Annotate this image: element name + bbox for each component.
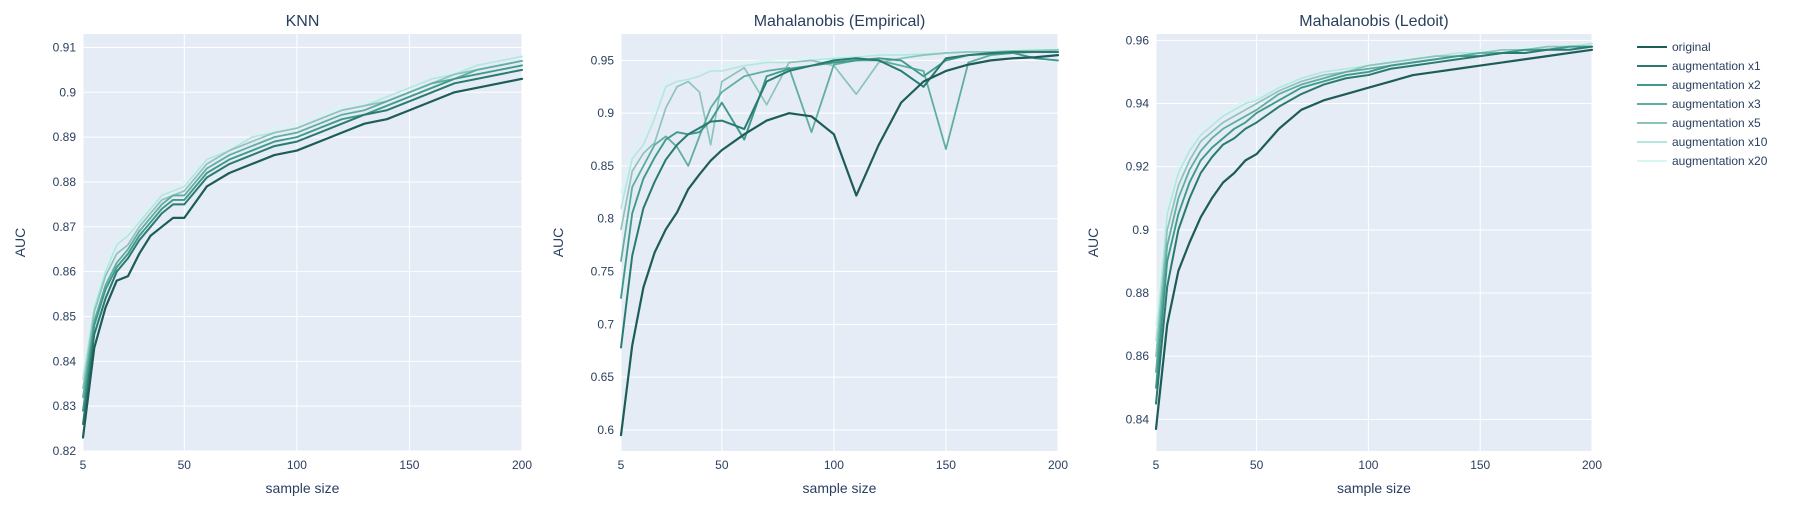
series-line-original xyxy=(619,54,1060,437)
series-line-original xyxy=(1154,48,1594,430)
series-line-augmentation-x2 xyxy=(82,64,523,412)
legend-label: augmentation x20 xyxy=(1672,154,1768,168)
legend-label: augmentation x10 xyxy=(1672,135,1768,149)
y-tick-label: 0.9 xyxy=(597,106,614,120)
x-tick-label: 50 xyxy=(178,458,192,472)
legend-label: original xyxy=(1672,40,1711,54)
legend-item-augmentation-x5[interactable]: augmentation x5 xyxy=(1637,116,1761,130)
y-tick-label: 0.9 xyxy=(59,85,76,99)
series-line-augmentation-x3 xyxy=(82,60,523,399)
y-tick-label: 0.6 xyxy=(597,423,614,437)
y-axis-title: AUC xyxy=(12,228,28,258)
series-line-augmentation-x1 xyxy=(1155,45,1593,405)
x-tick-label: 50 xyxy=(715,458,729,472)
legend-item-augmentation-x1[interactable]: augmentation x1 xyxy=(1637,59,1761,73)
x-tick-label: 200 xyxy=(1048,458,1068,472)
plot-area xyxy=(83,34,522,451)
x-tick-label: 150 xyxy=(1470,458,1490,472)
x-tick-label: 100 xyxy=(1358,458,1378,472)
y-tick-label: 0.88 xyxy=(1126,286,1150,300)
panel-title: KNN xyxy=(286,13,320,30)
series-line-augmentation-x1 xyxy=(82,68,523,426)
series-line-augmentation-x5 xyxy=(1155,45,1593,358)
x-tick-label: 50 xyxy=(1250,458,1264,472)
x-axis-title: sample size xyxy=(803,480,877,496)
y-tick-label: 0.65 xyxy=(591,370,615,384)
legend: original augmentation x1 augmentation x2 au… xyxy=(1637,40,1768,168)
chart-panel-knn: 5 50 100 150 200 0.82 0.83 0.84 0.85 0.86 0.87 0.88… xyxy=(12,13,532,496)
series-line-augmentation-x10 xyxy=(82,55,523,381)
series-line-augmentation-x1 xyxy=(620,50,1059,349)
x-tick-label: 100 xyxy=(824,458,844,472)
plot-area xyxy=(621,34,1058,451)
x-tick-label: 5 xyxy=(1153,458,1160,472)
y-tick-label: 0.8 xyxy=(597,212,614,226)
y-tick-label: 0.85 xyxy=(591,159,615,173)
legend-item-augmentation-x3[interactable]: augmentation x3 xyxy=(1637,97,1761,111)
chart-panel-mahalanobis-empirical: 5 50 100 150 200 0.6 0.65 0.7 0.75 0.8 0.85 0.9 0.95… xyxy=(550,13,1068,496)
x-tick-label: 100 xyxy=(287,458,307,472)
y-tick-label: 0.84 xyxy=(53,354,77,368)
x-tick-label: 150 xyxy=(399,458,419,472)
y-tick-label: 0.7 xyxy=(597,317,614,331)
x-tick-label: 150 xyxy=(936,458,956,472)
x-tick-label: 5 xyxy=(80,458,87,472)
panel-title: Mahalanobis (Ledoit) xyxy=(1299,13,1448,30)
y-tick-label: 0.95 xyxy=(591,53,615,67)
y-tick-label: 0.89 xyxy=(53,130,77,144)
y-axis-title: AUC xyxy=(1085,228,1101,258)
chart-panel-mahalanobis-ledoit: 5 50 100 150 200 0.84 0.86 0.88 0.9 0.92 0.94 0.96 M… xyxy=(1085,13,1602,496)
legend-label: augmentation x1 xyxy=(1672,59,1761,73)
y-tick-label: 0.82 xyxy=(53,444,77,458)
y-tick-label: 0.87 xyxy=(53,220,77,234)
legend-label: augmentation x5 xyxy=(1672,116,1761,130)
y-tick-label: 0.85 xyxy=(53,309,77,323)
series-line-original xyxy=(81,77,524,439)
series-line-augmentation-x20 xyxy=(620,47,1059,194)
panel-title: Mahalanobis (Empirical) xyxy=(754,13,926,30)
y-tick-label: 0.94 xyxy=(1126,97,1150,111)
legend-item-augmentation-x20[interactable]: augmentation x20 xyxy=(1637,154,1768,168)
y-tick-label: 0.75 xyxy=(591,265,615,279)
y-tick-label: 0.86 xyxy=(53,265,77,279)
y-tick-label: 0.83 xyxy=(53,399,77,413)
y-tick-label: 0.91 xyxy=(53,40,77,54)
y-tick-label: 0.86 xyxy=(1126,349,1150,363)
series-line-augmentation-x3 xyxy=(620,51,1059,262)
y-tick-label: 0.9 xyxy=(1132,223,1149,237)
legend-item-augmentation-x10[interactable]: augmentation x10 xyxy=(1637,135,1768,149)
legend-item-original[interactable]: original xyxy=(1637,40,1711,54)
y-tick-label: 0.96 xyxy=(1126,33,1150,47)
x-axis-title: sample size xyxy=(266,480,340,496)
legend-label: augmentation x3 xyxy=(1672,97,1761,111)
plot-area xyxy=(1156,34,1592,451)
legend-item-augmentation-x2[interactable]: augmentation x2 xyxy=(1637,78,1761,92)
x-axis-title: sample size xyxy=(1337,480,1411,496)
y-tick-label: 0.84 xyxy=(1126,412,1150,426)
series-line-augmentation-x5 xyxy=(620,48,1059,231)
x-tick-label: 5 xyxy=(618,458,625,472)
x-tick-label: 200 xyxy=(1582,458,1602,472)
y-tick-label: 0.88 xyxy=(53,175,77,189)
x-tick-label: 200 xyxy=(512,458,532,472)
legend-label: augmentation x2 xyxy=(1672,78,1761,92)
y-axis-title: AUC xyxy=(550,228,566,258)
y-tick-label: 0.92 xyxy=(1126,160,1150,174)
